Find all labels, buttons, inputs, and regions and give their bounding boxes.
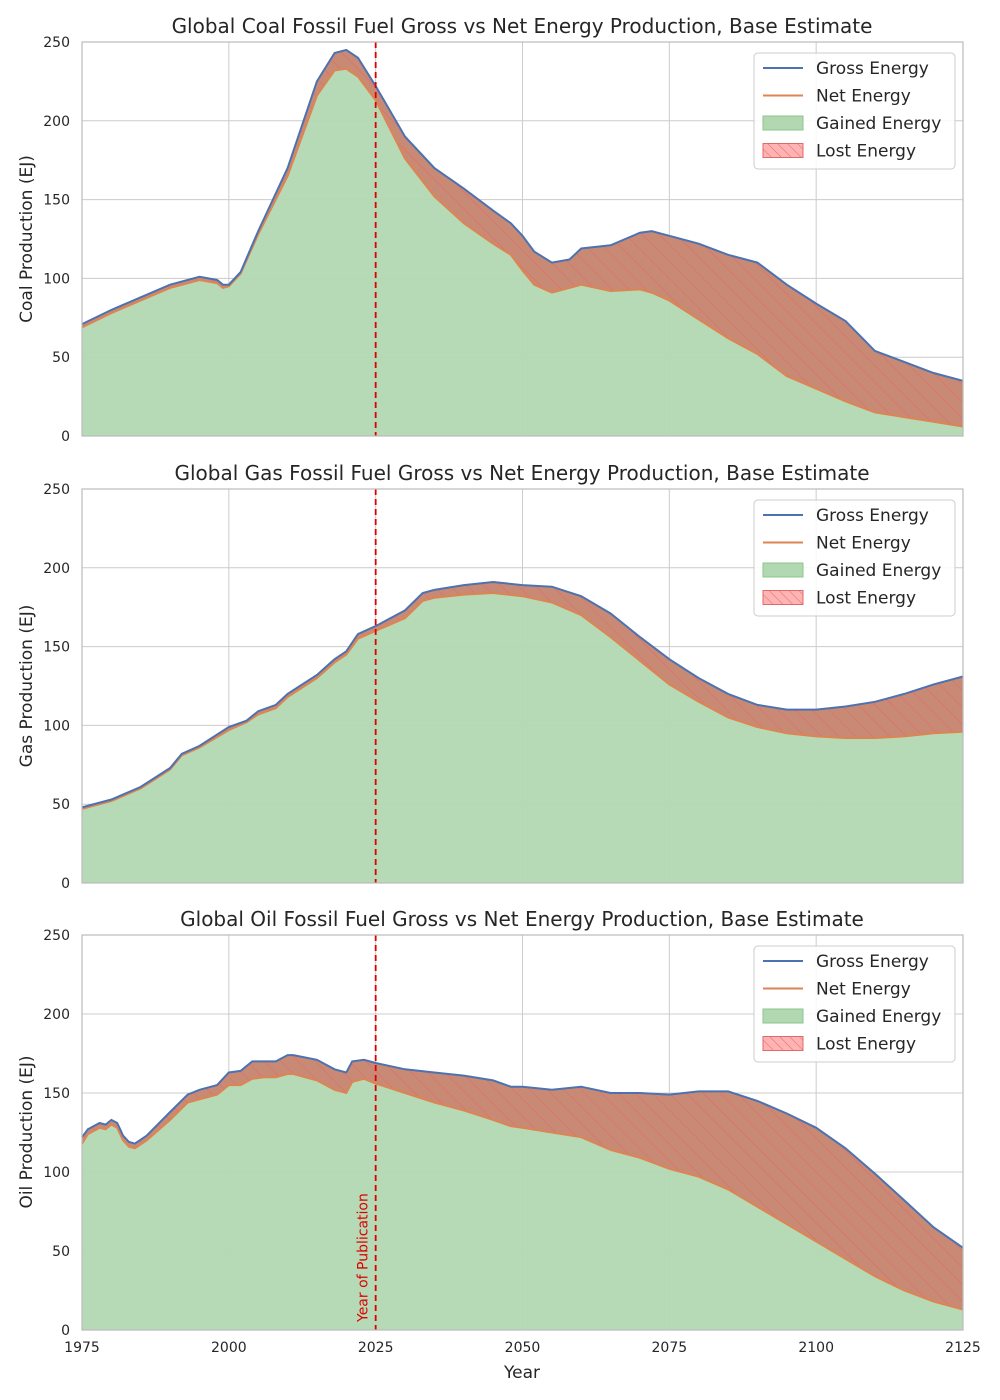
gas-y-tick-label: 250 xyxy=(43,482,70,498)
oil-x-tick-label: 2100 xyxy=(798,1340,834,1356)
oil-x-tick-label: 2050 xyxy=(505,1340,541,1356)
gas-legend-gained-energy-swatch xyxy=(762,562,804,578)
gas-y-axis-label: Gas Production (EJ) xyxy=(17,605,37,768)
coal-legend: Gross Energy Net Energy Gained Energy Lost … xyxy=(753,52,956,170)
coal-y-tick-label: 250 xyxy=(43,35,70,51)
gas-legend-net-energy-label: Net Energy xyxy=(816,534,911,554)
oil-y-tick-label: 150 xyxy=(43,1086,70,1102)
gas-gross-energy-line xyxy=(81,580,964,809)
oil-gross-energy-line xyxy=(81,1054,964,1249)
oil-publication-annotation: Year of Publication xyxy=(356,1193,372,1323)
gas-y-tick-label: 50 xyxy=(52,797,70,813)
gas-legend-lost-energy-hatch xyxy=(763,590,803,605)
oil-legend-gained-energy-swatch xyxy=(762,1008,804,1024)
oil-plot-area: Year of Publication 0 50 100 150 200 250 1975 20… xyxy=(43,928,981,1356)
gas-chart-title: Global Gas Fossil Fuel Gross vs Net Ener… xyxy=(174,461,869,485)
coal-net-energy-line xyxy=(81,67,964,428)
coal-y-tick-label: 150 xyxy=(43,193,70,209)
gas-legend-lost-energy-label: Lost Energy xyxy=(816,589,916,609)
coal-legend-lost-energy-label: Lost Energy xyxy=(816,142,916,162)
coal-legend-gross-energy-label: Gross Energy xyxy=(816,59,929,79)
coal-legend-gained-energy-label: Gained Energy xyxy=(816,114,941,134)
oil-y-tick-label: 0 xyxy=(61,1323,70,1339)
gas-y-tick-label: 150 xyxy=(43,640,70,656)
oil-x-tick-label: 2125 xyxy=(945,1340,981,1356)
gas-gained-energy-area xyxy=(82,593,963,883)
oil-lost-energy-hatch xyxy=(82,1055,963,1310)
coal-legend-lost-energy-hatch xyxy=(763,143,803,158)
coal-chart-title: Global Coal Fossil Fuel Gross vs Net Ene… xyxy=(172,14,873,38)
oil-plot-frame xyxy=(81,934,964,1331)
gas-legend-gained-energy-label: Gained Energy xyxy=(816,561,941,581)
oil-x-tick-label: 1975 xyxy=(64,1340,100,1356)
coal-y-tick-label: 50 xyxy=(52,350,70,366)
coal-plot-frame xyxy=(81,41,964,437)
coal-y-tick-label: 200 xyxy=(43,114,70,130)
coal-y-tick-label: 100 xyxy=(43,271,70,287)
gas-plot-frame xyxy=(81,488,964,884)
oil-legend-box xyxy=(753,945,956,1063)
oil-legend-gained-energy-label: Gained Energy xyxy=(816,1007,941,1027)
gas-chart: Global Gas Fossil Fuel Gross vs Net Ener… xyxy=(17,461,964,892)
coal-gained-energy-area xyxy=(82,68,963,437)
gas-y-tick-label: 200 xyxy=(43,561,70,577)
oil-y-tick-label: 250 xyxy=(43,928,70,944)
oil-y-axis-label: Oil Production (EJ) xyxy=(17,1055,37,1208)
coal-chart: Global Coal Fossil Fuel Gross vs Net Ene… xyxy=(17,14,964,445)
coal-legend-gained-energy-swatch xyxy=(762,115,804,131)
oil-net-energy-line xyxy=(81,1073,964,1311)
oil-legend-lost-energy-hatch xyxy=(763,1036,803,1051)
gas-net-energy-line xyxy=(81,591,964,810)
gas-y-tick-label: 0 xyxy=(61,876,70,892)
oil-legend: Gross Energy Net Energy Gained Energy Lost … xyxy=(753,945,956,1063)
gas-y-tick-label: 100 xyxy=(43,718,70,734)
oil-x-tick-label: 2075 xyxy=(652,1340,688,1356)
gas-legend-box xyxy=(753,499,956,617)
coal-legend-box xyxy=(753,52,956,170)
gas-plot-area: 0 50 100 150 200 250 Gross Energy Net Energy Gai… xyxy=(43,482,964,892)
oil-gained-energy-area xyxy=(82,1074,963,1330)
oil-legend-gross-energy-label: Gross Energy xyxy=(816,952,929,972)
coal-gross-energy-line xyxy=(81,48,964,382)
oil-chart-title: Global Oil Fossil Fuel Gross vs Net Ener… xyxy=(180,907,864,931)
coal-y-tick-label: 0 xyxy=(61,429,70,445)
oil-legend-net-energy-label: Net Energy xyxy=(816,980,911,1000)
gas-legend: Gross Energy Net Energy Gained Energy Lost … xyxy=(753,499,956,617)
oil-y-tick-label: 200 xyxy=(43,1007,70,1023)
oil-x-tick-label: 2025 xyxy=(358,1340,394,1356)
oil-y-tick-label: 50 xyxy=(52,1244,70,1260)
coal-lost-energy-hatch xyxy=(82,49,963,427)
coal-y-axis-label: Coal Production (EJ) xyxy=(17,155,37,323)
oil-x-axis-label: Year xyxy=(503,1363,540,1383)
coal-legend-net-energy-label: Net Energy xyxy=(816,87,911,107)
oil-chart: Global Oil Fossil Fuel Gross vs Net Ener… xyxy=(17,907,981,1383)
gas-legend-gross-energy-label: Gross Energy xyxy=(816,506,929,526)
oil-legend-lost-energy-label: Lost Energy xyxy=(816,1035,916,1055)
oil-x-tick-label: 2000 xyxy=(211,1340,247,1356)
oil-y-tick-label: 100 xyxy=(43,1165,70,1181)
coal-plot-area: 0 50 100 150 200 250 Gross Energy Net Energy Gai… xyxy=(43,35,964,445)
